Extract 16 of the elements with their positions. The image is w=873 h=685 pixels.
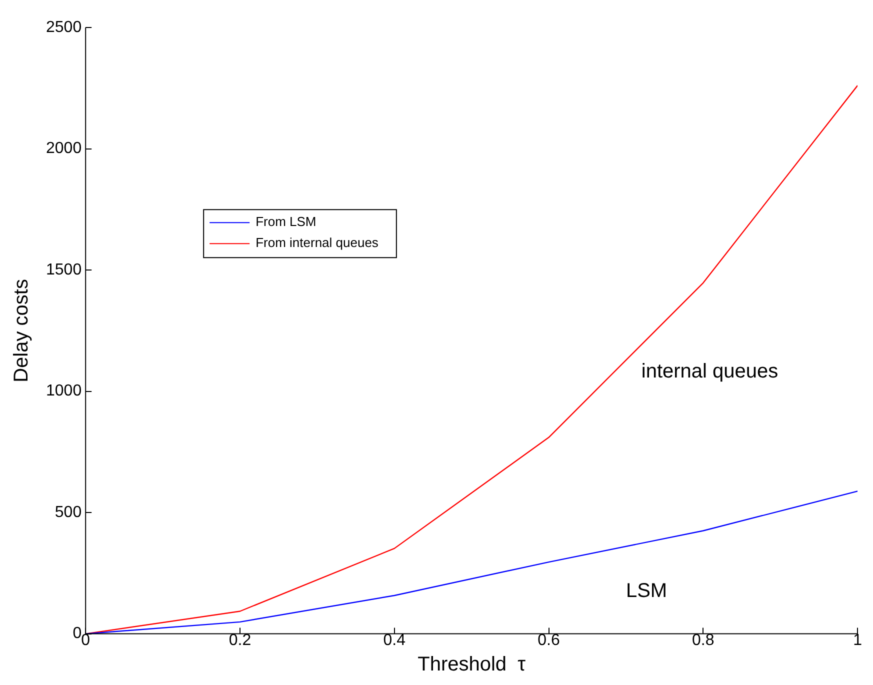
y-tick-label: 2000 (46, 140, 82, 158)
x-tick-label: 0.8 (692, 632, 714, 649)
y-tick-label: 1500 (46, 261, 82, 278)
annotation: internal queues (641, 360, 778, 382)
legend-label: From internal queues (256, 235, 379, 250)
annotation: LSM (626, 580, 668, 602)
x-tick-label: 0.4 (383, 632, 406, 649)
y-tick-label: 500 (54, 504, 82, 521)
x-axis-title: Threshold τ (418, 654, 526, 676)
y-tick-label: 1000 (46, 382, 82, 400)
x-tick-label: 1 (853, 632, 862, 649)
x-tick-label: 0.2 (228, 632, 252, 649)
y-axis-title: Delay costs (10, 279, 33, 382)
legend-label: From LSM (256, 214, 316, 230)
x-tick-label: 0.6 (538, 632, 560, 649)
y-tick-label: 2500 (46, 19, 82, 36)
